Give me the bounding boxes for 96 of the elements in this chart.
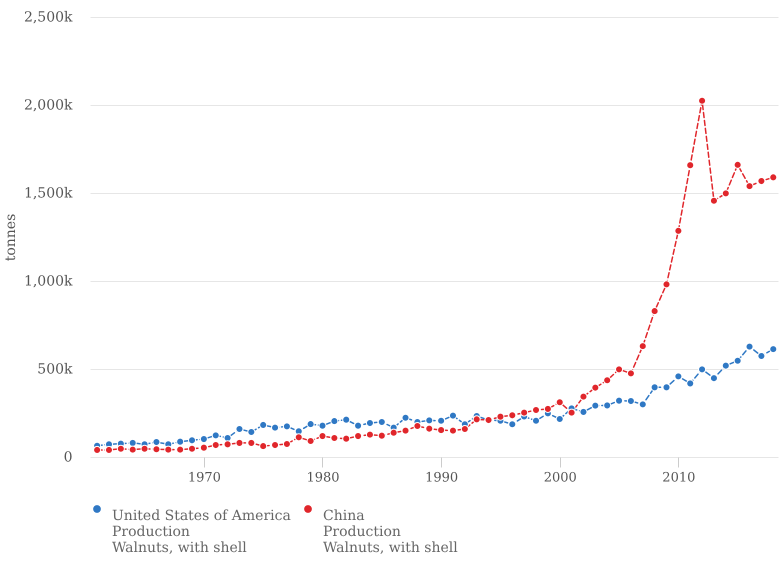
point <box>686 161 694 170</box>
point <box>354 432 362 440</box>
point <box>638 342 647 350</box>
y-tick-label: 2,500k <box>24 10 74 26</box>
point <box>390 428 398 437</box>
point <box>378 432 386 440</box>
point <box>579 392 588 401</box>
point <box>520 408 528 417</box>
point <box>212 441 220 450</box>
point <box>591 402 600 410</box>
point <box>603 401 612 410</box>
point <box>579 408 588 416</box>
point <box>259 442 268 450</box>
point <box>757 177 766 186</box>
point <box>235 438 244 447</box>
point <box>425 424 434 433</box>
point <box>330 417 338 426</box>
y-tick-label: 1,000k <box>24 274 74 290</box>
point <box>176 446 184 454</box>
x-tick-label: 1990 <box>425 470 458 486</box>
point <box>437 416 446 425</box>
point <box>568 408 576 417</box>
point <box>212 431 220 440</box>
point <box>698 365 706 374</box>
point <box>556 398 564 406</box>
point <box>104 446 114 454</box>
point <box>259 420 268 429</box>
point <box>674 372 682 380</box>
point <box>722 189 730 198</box>
point <box>638 400 647 408</box>
point <box>448 412 458 420</box>
point <box>769 345 778 354</box>
point <box>769 173 778 182</box>
point <box>710 374 718 382</box>
point <box>650 383 659 392</box>
point <box>734 160 742 169</box>
y-axis-title: tonnes <box>2 214 19 262</box>
legend-label: United States of America Production Walnuts, with shell <box>112 508 291 556</box>
point <box>342 434 350 443</box>
point <box>93 446 102 454</box>
point <box>615 396 624 405</box>
point <box>472 415 481 424</box>
point <box>698 96 706 105</box>
point <box>318 422 327 430</box>
point <box>615 365 624 374</box>
point <box>200 435 208 444</box>
point <box>650 307 659 316</box>
point <box>508 411 516 420</box>
point <box>152 445 160 454</box>
point <box>282 422 291 430</box>
x-tick-label: 1980 <box>306 470 340 486</box>
y-tick-label: 500k <box>37 362 74 378</box>
y-tick-label: 0 <box>64 450 72 466</box>
x-tick-label: 2010 <box>662 470 696 486</box>
point <box>176 438 184 446</box>
point <box>591 384 600 392</box>
y-tick-label: 1,500k <box>24 186 74 202</box>
point <box>354 422 362 430</box>
point <box>188 444 196 453</box>
point <box>734 356 742 365</box>
point <box>366 419 374 428</box>
point <box>294 433 303 442</box>
point <box>401 414 410 422</box>
x-tick-label: 1970 <box>188 470 221 486</box>
point <box>544 404 552 413</box>
point <box>271 424 280 432</box>
point <box>128 438 137 447</box>
point <box>626 369 635 378</box>
point <box>425 416 434 424</box>
y-tick-label: 2,000k <box>24 98 74 114</box>
point <box>437 426 446 434</box>
point <box>626 397 635 406</box>
point <box>722 362 730 370</box>
point <box>366 430 374 439</box>
point <box>271 441 280 450</box>
point <box>686 379 694 388</box>
point <box>247 438 256 447</box>
point <box>496 412 504 421</box>
point <box>710 196 718 205</box>
point <box>603 376 612 384</box>
legend-label: China Production Walnuts, with shell <box>323 508 458 556</box>
point <box>674 226 682 235</box>
point <box>224 440 232 448</box>
point <box>342 416 350 424</box>
point <box>152 438 160 446</box>
point <box>188 436 196 444</box>
point <box>508 420 516 428</box>
point <box>140 444 149 453</box>
point <box>200 444 208 452</box>
point <box>116 444 125 453</box>
point <box>164 446 172 454</box>
point <box>128 446 137 454</box>
point <box>532 416 540 425</box>
point <box>306 420 315 428</box>
point <box>318 432 327 440</box>
x-tick-label: 2000 <box>544 470 577 486</box>
